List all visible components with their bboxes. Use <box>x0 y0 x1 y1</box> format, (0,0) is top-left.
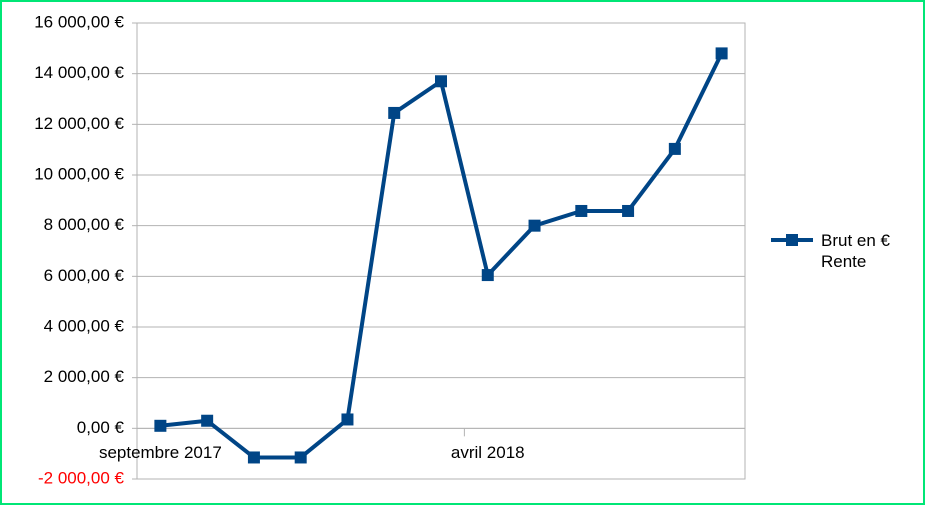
series-marker <box>341 413 354 426</box>
series-line <box>160 52 724 460</box>
x-tick-label: avril 2018 <box>451 443 525 462</box>
series-marker <box>435 75 447 88</box>
y-tick-label: 16 000,00 € <box>34 12 124 31</box>
y-tick-label: 2 000,00 € <box>44 367 125 386</box>
y-tick-label: 6 000,00 € <box>44 266 125 285</box>
series-marker <box>528 219 541 232</box>
series-marker <box>294 451 307 464</box>
series-marker <box>668 142 681 155</box>
y-tick-label: 4 000,00 € <box>44 316 125 335</box>
series-marker <box>247 451 260 464</box>
series-marker <box>388 106 401 119</box>
legend-marker <box>786 234 798 246</box>
y-tick-label: 8 000,00 € <box>44 215 125 234</box>
y-tick-label: -2 000,00 € <box>38 468 125 487</box>
series-marker <box>715 47 728 60</box>
y-tick-label: 14 000,00 € <box>34 63 124 82</box>
series-marker <box>575 204 588 217</box>
y-tick-label: 0,00 € <box>77 418 125 437</box>
series-marker <box>481 269 494 282</box>
y-tick-label: 12 000,00 € <box>34 114 124 133</box>
series-marker <box>622 204 635 217</box>
series-marker <box>201 414 214 427</box>
series-marker <box>154 419 167 432</box>
x-tick-label: septembre 2017 <box>99 443 222 462</box>
legend-label: Brut en € Rente <box>821 231 890 271</box>
plot-area <box>136 22 746 480</box>
y-tick-label: 10 000,00 € <box>34 164 124 183</box>
